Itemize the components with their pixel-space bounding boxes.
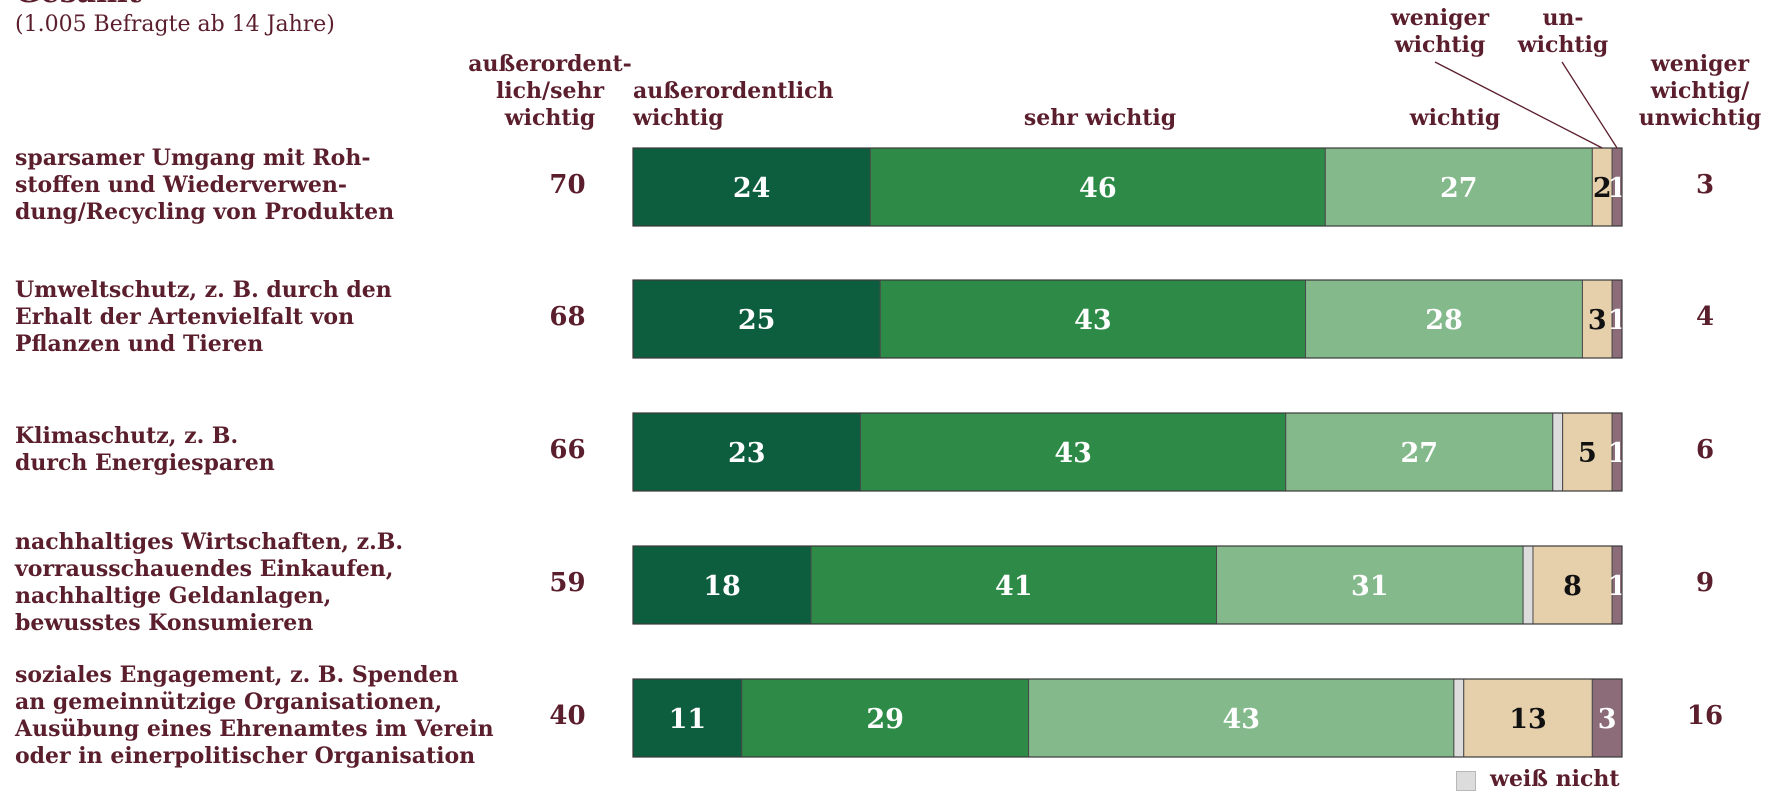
leader-line-unwichtig [1561,61,1618,149]
chart-subtitle: (1.005 Befragte ab 14 Jahre) [15,12,335,37]
bar-segment-weiss_nicht [1522,545,1534,625]
bar-segment-ausserordentlich [632,279,881,359]
row-label: sparsamer Umgang mit Roh-stoffen und Wie… [15,144,395,225]
bar-value-label: 1 [1608,571,1627,602]
bar-value-label: 3 [1588,305,1607,336]
bar-value-label: 2 [1593,173,1612,204]
bar-value-label: 23 [728,438,766,469]
legend-swatch-weiss-nicht [1456,771,1476,791]
header-wichtig: wichtig [1409,105,1501,131]
bar-value-label: 29 [866,704,904,735]
bar-value-label: 1 [1608,173,1627,204]
bar-value-label: 1 [1608,438,1627,469]
bar-value-label: 5 [1578,438,1597,469]
bar-value-label: 31 [1351,571,1389,602]
bar-segment-weniger [1581,279,1613,359]
top-box-value: 68 [549,302,586,332]
top-box-value: 70 [549,170,586,200]
bar-value-label: 43 [1222,704,1260,735]
header-bottom-box: weniger wichtig/unwichtig [1638,51,1762,131]
row-label: soziales Engagement, z. B. Spenden an gem… [15,662,494,769]
bar-segment-sehr [741,678,1030,758]
header-unwichtig: un-wichtig [1517,5,1609,58]
bar-value-label: 8 [1563,571,1582,602]
bottom-box-value: 9 [1695,568,1715,598]
bottom-box-value: 16 [1686,701,1724,731]
top-box-value: 66 [549,435,586,465]
bar-value-label: 27 [1400,438,1438,469]
bottom-box-value: 6 [1695,435,1715,465]
row-label: Klimaschutz, z. B. durch Energiesparen [15,423,275,476]
bar-value-label: 27 [1440,173,1478,204]
top-box-value: 59 [549,568,586,598]
top-box-value: 40 [549,701,586,731]
bar-segment-sehr [879,279,1307,359]
bar-value-label: 46 [1079,173,1117,204]
bar-value-label: 1 [1608,305,1627,336]
bar-outline [632,279,1623,359]
bar-value-label: 3 [1598,704,1617,735]
bar-segment-weiss_nicht [1453,678,1465,758]
bar-value-label: 11 [669,704,707,735]
chart-title: Gesamt [15,0,142,8]
bar-value-label: 43 [1054,438,1092,469]
bar-segment-ausserordentlich [632,147,871,227]
bar-segment-wichtig [1305,279,1583,359]
bar-value-label: 18 [703,571,741,602]
bar-outline [632,147,1623,227]
row-label: Umweltschutz, z. B. durch den Erhalt der … [15,276,392,357]
bottom-box-value: 4 [1695,302,1715,332]
bar-value-label: 28 [1425,305,1463,336]
bar-value-label: 43 [1074,305,1112,336]
header-weniger: weniger wichtig [1390,5,1490,58]
bar-segment-weniger [1532,545,1613,625]
bar-value-label: 24 [733,173,771,204]
bar-segment-sehr [810,545,1218,625]
bar-segment-sehr [869,147,1326,227]
bar-segment-weiss_nicht [1552,412,1564,492]
header-top-box: außerordent-lich/sehr wichtig [468,51,632,131]
header-ausserordentlich: außerordentlich wichtig [633,78,834,131]
bottom-box-value: 3 [1695,170,1715,200]
bar-value-label: 41 [995,571,1033,602]
bar-outline [632,412,1623,492]
header-sehr: sehr wichtig [1023,105,1177,131]
bar-value-label: 13 [1509,704,1547,735]
bar-segment-wichtig [1216,545,1524,625]
row-label: nachhaltiges Wirtschaften, z.B. vorraussc… [15,529,403,636]
leader-line-weniger [1434,61,1603,149]
bar-outline [632,678,1623,758]
bar-segment-weniger [1463,678,1593,758]
legend-label-weiss-nicht: weiß nicht [1490,766,1620,792]
bar-value-label: 25 [738,305,776,336]
bar-segment-wichtig [1324,147,1593,227]
bar-segment-ausserordentlich [632,678,743,758]
bar-outline [632,545,1623,625]
